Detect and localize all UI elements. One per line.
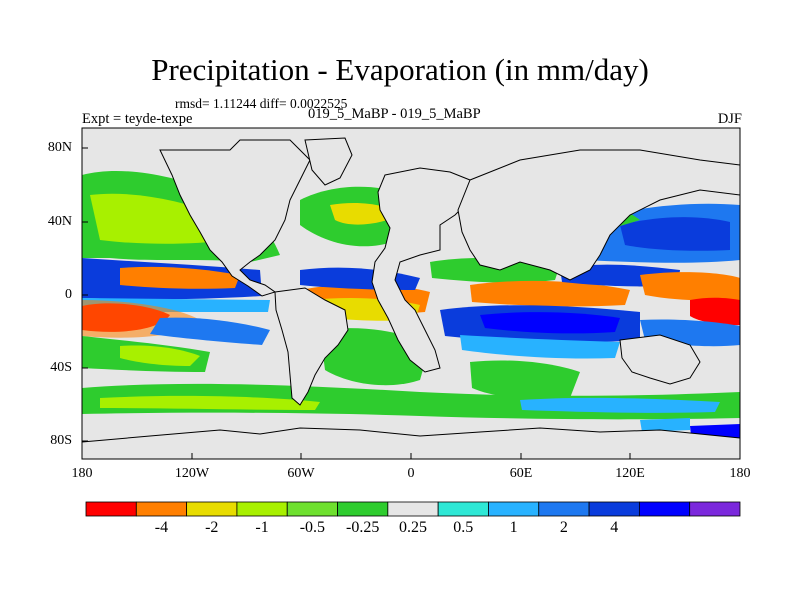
- colorbar-label: -0.25: [346, 519, 380, 536]
- colorbar-box: [337, 501, 389, 517]
- lon-label-60w: 60W: [287, 466, 315, 481]
- colorbar-box: [135, 501, 188, 517]
- field-indian-darkblue: [480, 312, 620, 334]
- colorbar-label: 0.25: [399, 519, 427, 536]
- lon-label-180w: 180: [71, 466, 93, 481]
- lat-label-80s: 80S: [50, 433, 72, 448]
- colorbar-box: [437, 501, 489, 517]
- field-south-pacific-yellow: [120, 345, 200, 366]
- lon-label-120e: 120E: [615, 466, 645, 481]
- difference-label: 019_5_MaBP - 019_5_MaBP: [308, 106, 481, 122]
- lat-label-40n: 40N: [47, 214, 72, 229]
- field-southern-ocean-lightgreen: [100, 395, 320, 410]
- colorbar-box: [186, 501, 238, 517]
- colorbar-box: [236, 501, 288, 517]
- colorbar-label: -2: [205, 519, 219, 536]
- colorbar-label: 0.5: [453, 519, 474, 536]
- colorbar-box: [387, 501, 439, 517]
- field-indian-orange: [470, 280, 630, 307]
- continent-south-america: [274, 287, 349, 406]
- axis-ticks: [81, 147, 741, 459]
- season-label: DJF: [717, 111, 742, 127]
- lon-label-60e: 60E: [509, 466, 533, 481]
- continent-australia: [619, 334, 701, 385]
- map-field: [82, 128, 740, 459]
- colorbar-box: [588, 501, 640, 517]
- field-antarctic-lightblue: [640, 418, 690, 432]
- field-indian-green: [470, 360, 580, 400]
- colorbar-label: -1: [255, 519, 269, 536]
- continent-north-america: [159, 139, 311, 297]
- lat-label-40s: 40S: [50, 360, 72, 375]
- colorbar-label: 4: [610, 519, 619, 536]
- lon-label-0: 0: [407, 466, 415, 481]
- colorbar-label: -4: [154, 519, 169, 536]
- colorbar: [85, 501, 741, 517]
- colorbar-box: [488, 501, 540, 517]
- lat-label-80n: 80N: [47, 140, 72, 155]
- colorbar-label: 2: [559, 519, 568, 536]
- stats-label: rmsd= 1.11244 diff= 0.0022525: [175, 96, 348, 111]
- field-eq-red-west: [120, 266, 240, 289]
- field-nw-pacific-darkblue: [620, 217, 730, 251]
- plot-title: Precipitation - Evaporation (in mm/day): [151, 52, 649, 87]
- field-south-pacific-blue: [150, 317, 270, 345]
- field-wpac-red: [690, 297, 740, 326]
- field-indian-lightblue: [460, 335, 620, 359]
- field-southern-ocean-blue: [520, 397, 720, 413]
- colorbar-box: [286, 501, 338, 517]
- lon-label-180e: 180: [729, 466, 751, 481]
- colorbar-label: 1: [509, 519, 518, 536]
- continent-greenland: [304, 137, 353, 186]
- colorbar-box: [538, 501, 590, 517]
- colorbar-box: [638, 501, 691, 517]
- colorbar-box: [689, 501, 741, 517]
- experiment-label: Expt = teyde-texpe: [82, 111, 193, 127]
- colorbar-label: -0.5: [299, 519, 326, 536]
- field-north-pacific-lightgreen: [90, 193, 230, 244]
- colorbar-box: [85, 501, 137, 517]
- lon-label-120w: 120W: [174, 466, 210, 481]
- lat-label-eq: 0: [65, 287, 72, 302]
- continent-antarctica: [82, 427, 740, 459]
- field-wpac-orange: [640, 272, 740, 301]
- continent-asia: [457, 149, 740, 281]
